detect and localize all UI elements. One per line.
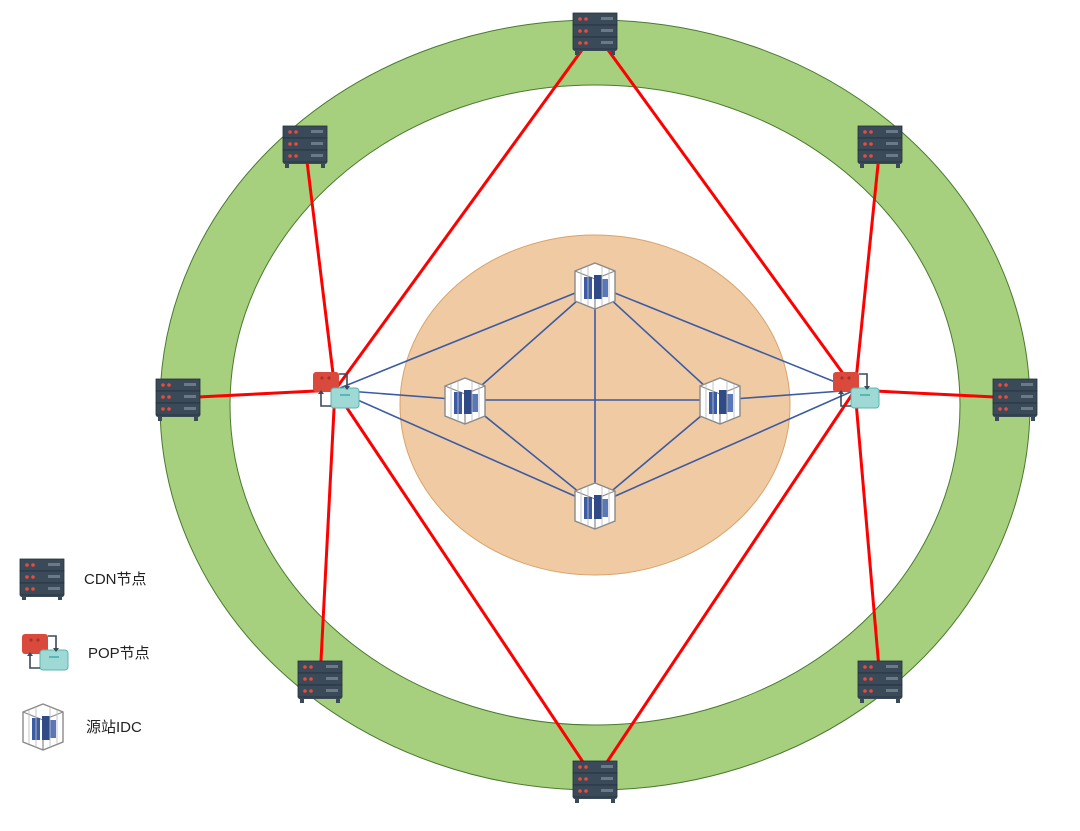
cdn-node <box>858 126 902 168</box>
cdn-node <box>573 761 617 803</box>
cdn-node <box>573 13 617 55</box>
cdn-node <box>283 126 327 168</box>
idc-node <box>575 263 615 309</box>
cdn-node <box>993 379 1037 421</box>
pop-icon <box>18 629 70 675</box>
legend-label-pop: POP节点 <box>88 642 150 663</box>
legend: CDN节点 POP节点 源站IDC <box>18 555 150 777</box>
cdn-node <box>156 379 200 421</box>
legend-label-idc: 源站IDC <box>86 716 142 737</box>
server-icon <box>18 556 66 600</box>
legend-item-pop: POP节点 <box>18 629 150 675</box>
idc-node <box>445 378 485 424</box>
legend-item-idc: 源站IDC <box>18 703 150 749</box>
idc-icon <box>18 701 68 751</box>
legend-item-cdn: CDN节点 <box>18 555 150 601</box>
diagram-canvas <box>0 0 1080 831</box>
idc-node <box>575 483 615 529</box>
legend-label-cdn: CDN节点 <box>84 568 147 589</box>
cdn-node <box>858 661 902 703</box>
cdn-node <box>298 661 342 703</box>
idc-node <box>700 378 740 424</box>
